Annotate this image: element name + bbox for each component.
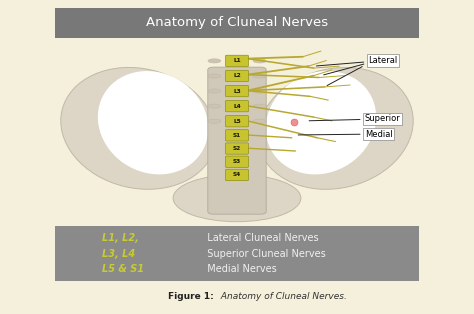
Ellipse shape — [61, 68, 216, 189]
Text: Lateral Cluneal Nerves: Lateral Cluneal Nerves — [201, 233, 318, 243]
FancyBboxPatch shape — [226, 100, 248, 112]
Text: Anatomy of Cluneal Nerves: Anatomy of Cluneal Nerves — [146, 16, 328, 30]
Ellipse shape — [266, 71, 376, 174]
Text: S1: S1 — [233, 133, 241, 138]
FancyBboxPatch shape — [55, 226, 419, 281]
Text: L5: L5 — [233, 119, 241, 124]
Ellipse shape — [253, 59, 266, 63]
Ellipse shape — [208, 74, 221, 78]
Text: S2: S2 — [233, 146, 241, 151]
Ellipse shape — [253, 119, 266, 123]
FancyBboxPatch shape — [226, 85, 248, 97]
FancyBboxPatch shape — [55, 8, 419, 38]
Ellipse shape — [253, 74, 266, 78]
Text: L1, L2,: L1, L2, — [102, 233, 139, 243]
Text: Medial: Medial — [298, 130, 392, 138]
Ellipse shape — [173, 175, 301, 222]
Ellipse shape — [253, 104, 266, 108]
FancyBboxPatch shape — [226, 55, 248, 67]
Ellipse shape — [208, 89, 221, 93]
Ellipse shape — [258, 68, 413, 189]
FancyBboxPatch shape — [226, 130, 248, 141]
Text: Figure 1:: Figure 1: — [167, 292, 213, 301]
Text: Anatomy of Cluneal Nerves.: Anatomy of Cluneal Nerves. — [218, 292, 347, 301]
Ellipse shape — [208, 59, 221, 63]
Text: L5 & S1: L5 & S1 — [102, 264, 144, 274]
Text: L3: L3 — [233, 89, 241, 94]
Text: L2: L2 — [233, 73, 241, 78]
Text: S3: S3 — [233, 159, 241, 164]
FancyBboxPatch shape — [226, 169, 248, 181]
FancyBboxPatch shape — [226, 116, 248, 127]
Text: L1: L1 — [233, 58, 241, 63]
Ellipse shape — [253, 89, 266, 93]
Text: Superior Cluneal Nerves: Superior Cluneal Nerves — [201, 249, 325, 259]
Text: S4: S4 — [233, 172, 241, 177]
FancyBboxPatch shape — [208, 67, 266, 214]
Text: Lateral: Lateral — [317, 56, 398, 66]
Ellipse shape — [208, 104, 221, 108]
Text: Superior: Superior — [309, 114, 401, 123]
FancyBboxPatch shape — [226, 70, 248, 82]
Ellipse shape — [98, 71, 208, 174]
Text: Medial Nerves: Medial Nerves — [201, 264, 276, 274]
Ellipse shape — [208, 119, 221, 123]
Text: L3, L4: L3, L4 — [102, 249, 135, 259]
FancyBboxPatch shape — [226, 156, 248, 167]
FancyBboxPatch shape — [226, 143, 248, 154]
Text: L4: L4 — [233, 104, 241, 109]
